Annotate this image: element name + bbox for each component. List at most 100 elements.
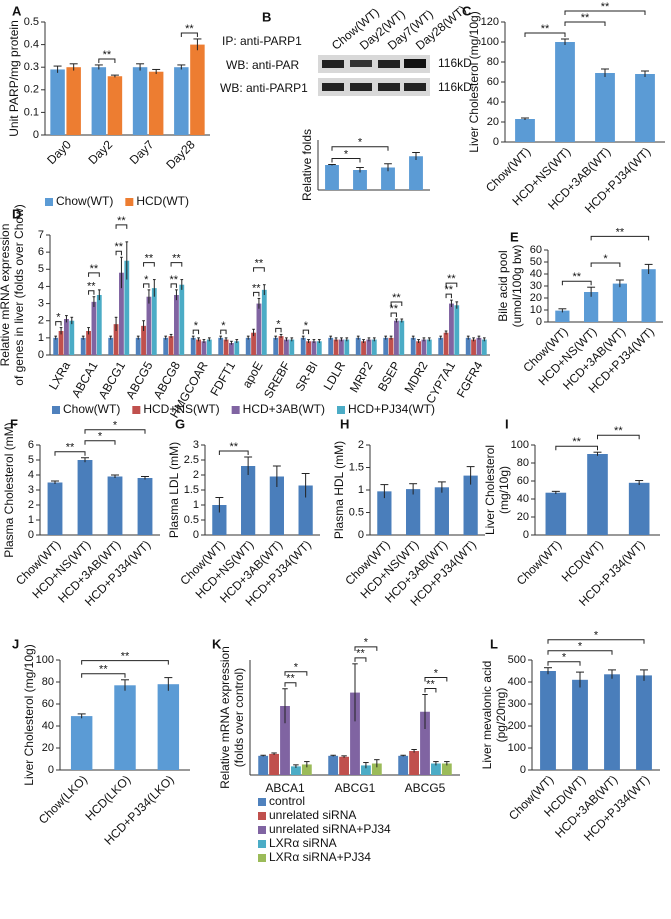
significance-bracket [564, 21, 606, 26]
significance-bracket [424, 677, 448, 682]
significance-bracket [331, 158, 361, 163]
bar [431, 763, 441, 775]
y-axis-label: Bile acid pool [496, 250, 510, 321]
bar [515, 119, 535, 142]
bar [339, 756, 349, 775]
significance-label: * [603, 253, 608, 265]
bar [465, 337, 471, 355]
legend-swatch [132, 406, 141, 414]
bar [443, 332, 449, 355]
significance-bracket [88, 290, 95, 295]
panel-letter: C [462, 3, 472, 18]
bar [371, 339, 377, 355]
bar [572, 679, 588, 770]
bar [135, 337, 141, 355]
legend-swatch [45, 198, 53, 206]
bar [201, 341, 207, 355]
significance-label: ** [572, 436, 581, 448]
significance-bracket [170, 262, 183, 267]
blot-strip [318, 55, 430, 73]
legend-swatch [258, 798, 266, 806]
bar [124, 260, 130, 355]
significance-bracket [590, 262, 621, 267]
bar [168, 336, 174, 355]
legend-label: HCD(WT) [136, 194, 189, 208]
bar [151, 288, 157, 355]
blot-strip [318, 78, 430, 96]
bar [47, 482, 63, 535]
x-tick-label: ABCG1 [335, 781, 376, 795]
bar [77, 460, 93, 535]
bar [301, 764, 312, 775]
bar [555, 42, 575, 142]
significance-label: * [144, 274, 149, 286]
y-axis-label: of genes in liver (folds over Chow) [12, 204, 26, 385]
bar [261, 289, 267, 355]
legend-swatch [231, 406, 240, 414]
marker-label: 116kD [438, 80, 472, 94]
blot-band [378, 83, 400, 91]
y-tick-label: 4 [38, 280, 44, 292]
panel-letter: B [262, 9, 271, 24]
legend-swatch [258, 840, 266, 848]
legend-label: Chow(WT) [56, 194, 113, 208]
bar [107, 76, 123, 135]
significance-bracket [220, 329, 227, 335]
y-tick-label: 40 [487, 96, 499, 108]
significance-label: ** [286, 673, 295, 685]
blot-band [404, 83, 426, 91]
x-tick-label: SREBF [261, 359, 293, 401]
bar [114, 685, 136, 770]
y-tick-label: 0.4 [24, 39, 39, 51]
bar [241, 466, 256, 535]
significance-label: ** [389, 303, 398, 315]
y-tick-label: 60 [42, 698, 54, 710]
bar [218, 337, 224, 355]
significance-label: * [594, 630, 599, 642]
bar [174, 67, 189, 135]
bar [70, 716, 93, 770]
significance-bracket [302, 329, 310, 335]
y-tick-label: 60 [530, 244, 542, 256]
bar [438, 337, 444, 355]
y-tick-label: 0 [48, 764, 54, 776]
significance-bracket [354, 646, 378, 651]
bar [234, 341, 240, 355]
x-tick-label: Day7 [127, 137, 157, 167]
significance-bracket [590, 235, 650, 241]
y-tick-label: 60 [487, 76, 499, 88]
significance-label: * [344, 148, 349, 160]
y-tick-label: 5 [28, 454, 34, 466]
y-tick-label: 0 [33, 129, 39, 141]
y-tick-label: 4 [28, 469, 34, 481]
panel-letter: D [12, 206, 21, 221]
significance-label: ** [87, 281, 96, 293]
bar [141, 325, 146, 355]
bar [86, 331, 91, 355]
legend-label: Chow(WT) [63, 402, 120, 416]
bar [91, 67, 107, 135]
bar [311, 341, 317, 355]
y-tick-label: 2 [38, 315, 44, 327]
significance-label: ** [114, 241, 123, 253]
bar [58, 331, 64, 355]
significance-label: * [194, 320, 199, 332]
bar [339, 339, 344, 355]
bar [113, 324, 119, 355]
significance-bracket [547, 650, 613, 655]
bar [434, 487, 449, 535]
y-tick-label: 60 [517, 475, 529, 487]
bar [278, 336, 284, 355]
bar [269, 753, 279, 775]
y-tick-label: 2 [28, 499, 34, 511]
significance-label: * [358, 137, 363, 149]
panel-letter: L [490, 636, 498, 651]
y-tick-label: 0.3 [24, 61, 39, 73]
significance-bracket [88, 272, 100, 277]
y-axis-label: (mg/10g) [497, 466, 511, 514]
significance-label: ** [601, 1, 610, 13]
y-tick-label: 80 [517, 457, 529, 469]
bar [361, 765, 371, 775]
panel-letter: G [175, 416, 185, 431]
y-tick-label: 40 [530, 268, 542, 280]
